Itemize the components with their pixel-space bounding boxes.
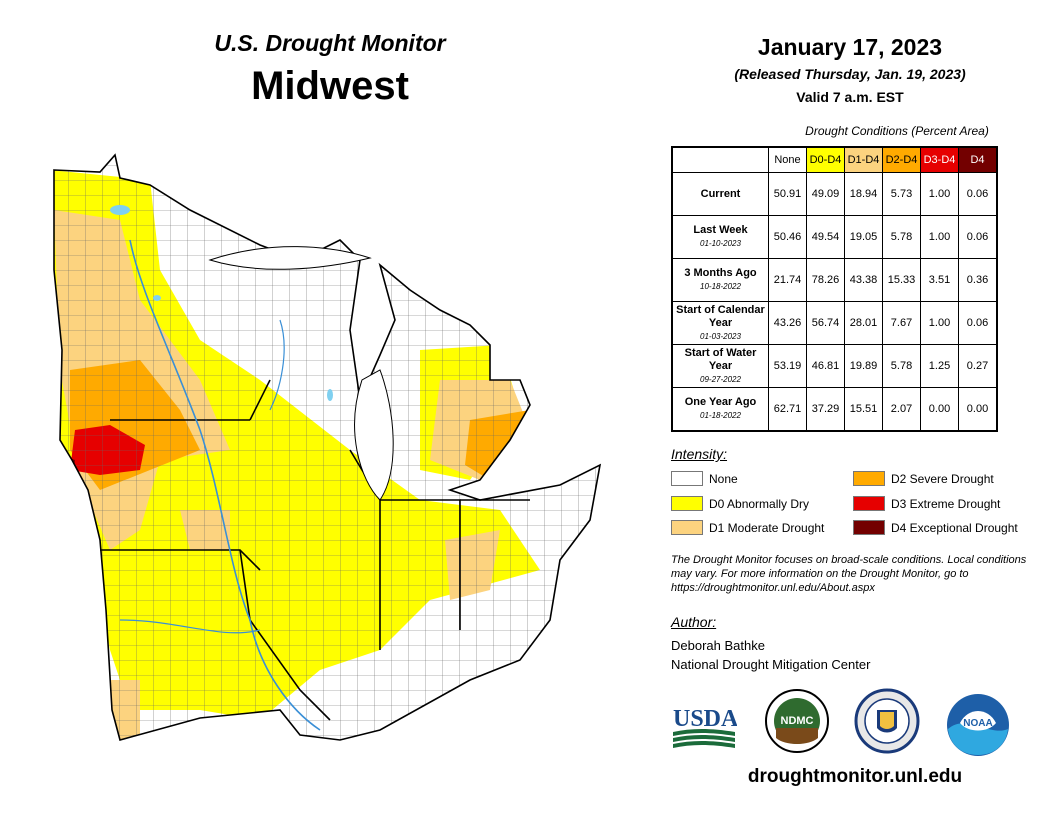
column-header-d3-d4: D3-D4 bbox=[920, 146, 959, 173]
table-cell: 0.27 bbox=[958, 344, 998, 388]
table-cell: 43.38 bbox=[844, 258, 883, 302]
table-cell: 37.29 bbox=[806, 387, 845, 432]
map-date: January 17, 2023 bbox=[757, 34, 943, 60]
legend-item-d4: D4 Exceptional Drought bbox=[853, 520, 1018, 535]
legend-label: D0 Abnormally Dry bbox=[709, 496, 810, 511]
release-date: (Released Thursday, Jan. 19, 2023) bbox=[734, 66, 966, 82]
table-cell: 21.74 bbox=[768, 258, 807, 302]
row-label: Current bbox=[671, 172, 769, 216]
table-cell: 5.73 bbox=[882, 172, 921, 216]
table-row: One Year Ago 01-18-2022 62.71 37.29 15.51… bbox=[671, 387, 998, 432]
legend-label: None bbox=[709, 471, 738, 486]
legend-swatch bbox=[853, 471, 885, 486]
table-cell: 56.74 bbox=[806, 301, 845, 345]
table-cell: 0.06 bbox=[958, 301, 998, 345]
table-cell: 1.00 bbox=[920, 172, 959, 216]
region-title: Midwest bbox=[251, 64, 409, 108]
row-label: Start of Water Year 09-27-2022 bbox=[671, 344, 769, 388]
drought-areas bbox=[54, 155, 600, 740]
legend-swatch bbox=[853, 520, 885, 535]
valid-time: Valid 7 a.m. EST bbox=[796, 89, 904, 105]
table-row: 3 Months Ago 10-18-2022 21.74 78.26 43.38… bbox=[671, 258, 998, 302]
table-cell: 0.00 bbox=[920, 387, 959, 432]
table-cell: 49.09 bbox=[806, 172, 845, 216]
row-label: 3 Months Ago 10-18-2022 bbox=[671, 258, 769, 302]
table-cell: 5.78 bbox=[882, 215, 921, 259]
legend-title: Intensity: bbox=[671, 446, 728, 462]
svg-text:NOAA: NOAA bbox=[963, 718, 992, 729]
table-cell: 0.00 bbox=[958, 387, 998, 432]
table-cell: 18.94 bbox=[844, 172, 883, 216]
table-cell: 49.54 bbox=[806, 215, 845, 259]
table-cell: 62.71 bbox=[768, 387, 807, 432]
noaa-logo: NOAA bbox=[947, 694, 1009, 756]
ndmc-logo: NDMC bbox=[765, 689, 829, 753]
table-cell: 0.06 bbox=[958, 215, 998, 259]
svg-text:NDMC: NDMC bbox=[781, 715, 814, 727]
author-heading: Author: bbox=[671, 614, 717, 630]
table-header-row: None D0-D4 D1-D4 D2-D4 D3-D4 D4 bbox=[672, 146, 998, 173]
column-header-d4: D4 bbox=[958, 146, 998, 173]
table-cell: 46.81 bbox=[806, 344, 845, 388]
column-header-none: None bbox=[768, 146, 807, 173]
drought-conditions-table: None D0-D4 D1-D4 D2-D4 D3-D4 D4 Current … bbox=[671, 146, 998, 432]
legend-item-d2: D2 Severe Drought bbox=[853, 471, 994, 486]
table-cell: 50.91 bbox=[768, 172, 807, 216]
state-borders bbox=[53, 154, 601, 741]
table-cell: 5.78 bbox=[882, 344, 921, 388]
table-cell: 1.00 bbox=[920, 215, 959, 259]
table-cell: 15.51 bbox=[844, 387, 883, 432]
table-caption: Drought Conditions (Percent Area) bbox=[805, 124, 989, 138]
table-cell: 7.67 bbox=[882, 301, 921, 345]
author-name: Deborah Bathke bbox=[671, 638, 765, 653]
table-cell: 28.01 bbox=[844, 301, 883, 345]
table-cell: 1.00 bbox=[920, 301, 959, 345]
legend-label: D2 Severe Drought bbox=[891, 471, 994, 486]
row-label: Last Week 01-10-2023 bbox=[671, 215, 769, 259]
legend-swatch bbox=[671, 520, 703, 535]
table-cell: 0.06 bbox=[958, 172, 998, 216]
legend-label: D1 Moderate Drought bbox=[709, 520, 825, 535]
legend-label: D4 Exceptional Drought bbox=[891, 520, 1018, 535]
table-cell: 15.33 bbox=[882, 258, 921, 302]
legend-item-d1: D1 Moderate Drought bbox=[671, 520, 824, 535]
header-corner bbox=[672, 147, 769, 173]
row-label: One Year Ago 01-18-2022 bbox=[671, 387, 769, 432]
table-row: Start of Calendar Year 01-03-2023 43.26 5… bbox=[671, 301, 998, 345]
table-cell: 50.46 bbox=[768, 215, 807, 259]
legend-item-d3: D3 Extreme Drought bbox=[853, 496, 1000, 511]
column-header-d1-d4: D1-D4 bbox=[844, 146, 883, 173]
author-organization: National Drought Mitigation Center bbox=[671, 657, 871, 672]
table-row: Last Week 01-10-2023 50.46 49.54 19.05 5.… bbox=[671, 215, 998, 259]
table-cell: 2.07 bbox=[882, 387, 921, 432]
column-header-d0-d4: D0-D4 bbox=[806, 146, 845, 173]
row-label: Start of Calendar Year 01-03-2023 bbox=[671, 301, 769, 345]
water-features bbox=[110, 205, 394, 731]
legend-item-d0: D0 Abnormally Dry bbox=[671, 496, 809, 511]
table-cell: 43.26 bbox=[768, 301, 807, 345]
table-cell: 78.26 bbox=[806, 258, 845, 302]
table-cell: 1.25 bbox=[920, 344, 959, 388]
table-cell: 3.51 bbox=[920, 258, 959, 302]
legend-swatch bbox=[671, 496, 703, 511]
table-cell: 0.36 bbox=[958, 258, 998, 302]
legend-swatch bbox=[853, 496, 885, 511]
table-row: Start of Water Year 09-27-2022 53.19 46.8… bbox=[671, 344, 998, 388]
legend-label: D3 Extreme Drought bbox=[891, 496, 1001, 511]
table-row: Current 50.91 49.09 18.94 5.73 1.00 0.06 bbox=[671, 172, 998, 216]
doc-seal-logo bbox=[854, 688, 920, 754]
disclaimer-note: The Drought Monitor focuses on broad-sca… bbox=[671, 554, 1027, 594]
legend-item-none: None bbox=[671, 471, 738, 486]
svg-text:USDA: USDA bbox=[673, 706, 737, 732]
map-subtitle: U.S. Drought Monitor bbox=[214, 30, 446, 56]
legend-swatch bbox=[671, 471, 703, 486]
drought-map bbox=[53, 154, 601, 741]
table-cell: 19.89 bbox=[844, 344, 883, 388]
table-cell: 53.19 bbox=[768, 344, 807, 388]
column-header-d2-d4: D2-D4 bbox=[882, 146, 921, 173]
table-cell: 19.05 bbox=[844, 215, 883, 259]
website-url: droughtmonitor.unl.edu bbox=[747, 766, 963, 787]
usda-logo: USDA bbox=[673, 706, 737, 748]
